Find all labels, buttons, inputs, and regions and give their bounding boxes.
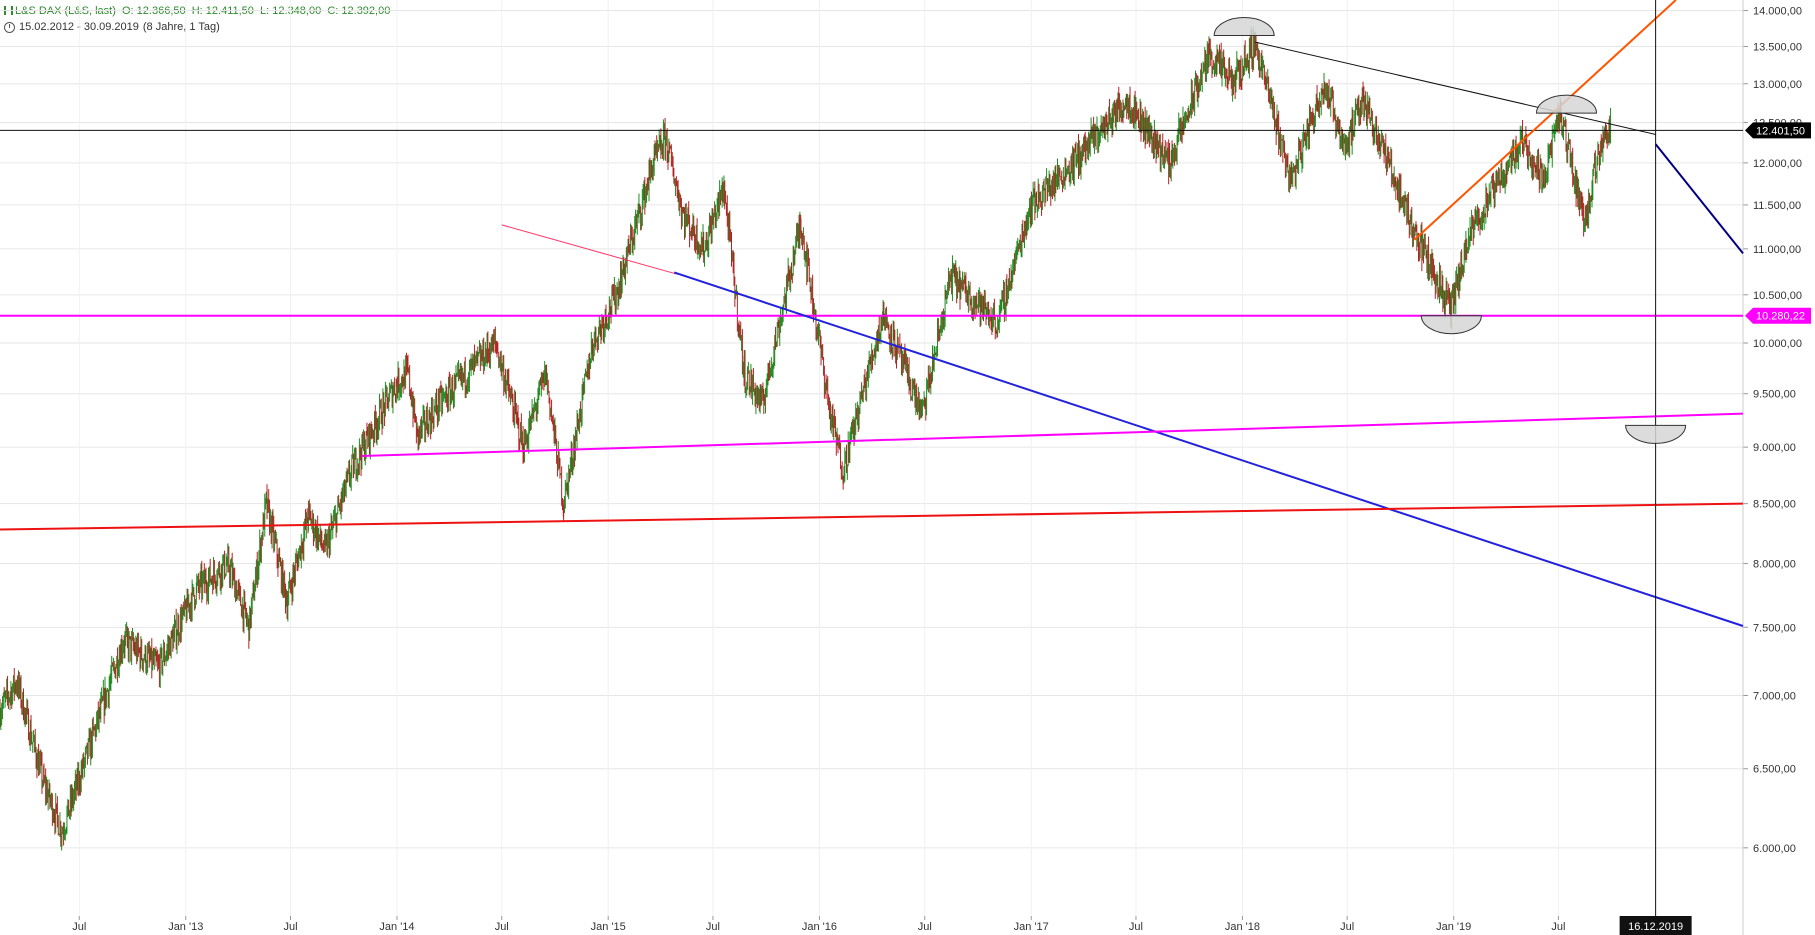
top-arc-2018 <box>1213 17 1275 37</box>
time-tick-label: Jul <box>918 921 932 933</box>
price-tick-label: 11.500,00 <box>1753 200 1801 212</box>
price-tick-label: 7.000,00 <box>1753 690 1796 702</box>
navy-downtrend-extension <box>1654 143 1744 254</box>
clock-icon <box>4 21 15 33</box>
date-range-header: 15.02.2012 - 30.09.2019 (8 Jahre, 1 Tag) <box>4 21 220 33</box>
time-tick-label: Jan '15 <box>591 921 626 933</box>
time-tick-label: Jul <box>1340 921 1354 933</box>
price-tick-label: 6.000,00 <box>1753 843 1796 855</box>
time-tick-label: Jan '19 <box>1436 921 1471 933</box>
time-tick-label: Jul <box>1551 921 1565 933</box>
black-downtrend-line <box>1255 41 1656 135</box>
time-tick-label: Jan '16 <box>802 921 837 933</box>
candles <box>0 26 1612 851</box>
price-tick-label: 8.500,00 <box>1753 499 1796 511</box>
bottom-arc-2018 <box>1420 315 1482 335</box>
support-price-badge-label: 10.280,22 <box>1756 311 1805 323</box>
price-tick-label: 12.000,00 <box>1753 158 1802 170</box>
support-price-badge <box>1745 307 1811 324</box>
time-tick-label: Jul <box>1129 921 1143 933</box>
time-tick-label: Jul <box>706 921 720 933</box>
time-tick-label: Jan '14 <box>379 921 414 933</box>
time-tick-label: Jul <box>495 921 509 933</box>
price-tick-label: 10.500,00 <box>1753 290 1802 302</box>
last-price-badge-label: 12.401,50 <box>1756 125 1805 137</box>
magenta-rising-line <box>361 412 1744 457</box>
crosshair-date-label: 16.12.2019 <box>1628 921 1683 933</box>
orange-uptrend-line <box>1413 0 1677 241</box>
price-tick-label: 13.500,00 <box>1753 41 1802 53</box>
crosshair-date-badge <box>1619 916 1692 935</box>
price-tick-label: 7.500,00 <box>1753 622 1796 634</box>
time-tick-label: Jan '18 <box>1225 921 1260 933</box>
time-tick-label: Jan '13 <box>168 921 203 933</box>
price-tick-label: 10.000,00 <box>1753 338 1802 350</box>
pink-trend-line <box>501 224 678 275</box>
price-tick-label: 6.500,00 <box>1753 764 1796 776</box>
blue-downtrend-line <box>673 271 1744 627</box>
last-price-badge <box>1745 122 1811 139</box>
price-tick-label: 14.000,00 <box>1753 6 1802 18</box>
price-tick-label: 9.000,00 <box>1753 442 1796 454</box>
time-tick-label: Jul <box>283 921 297 933</box>
time-tick-label: Jan '17 <box>1014 921 1049 933</box>
date-span: (8 Jahre, 1 Tag) <box>142 21 220 33</box>
price-tick-label: 13.000,00 <box>1753 79 1802 91</box>
red-rising-line <box>0 502 1744 531</box>
top-arc-2019 <box>1535 94 1598 114</box>
price-tick-label: 11.000,00 <box>1753 244 1801 256</box>
price-tick-label: 9.500,00 <box>1753 389 1796 401</box>
time-tick-label: Jul <box>72 921 86 933</box>
bottom-arc-2019 <box>1625 424 1687 444</box>
price-tick-label: 8.000,00 <box>1753 559 1796 571</box>
